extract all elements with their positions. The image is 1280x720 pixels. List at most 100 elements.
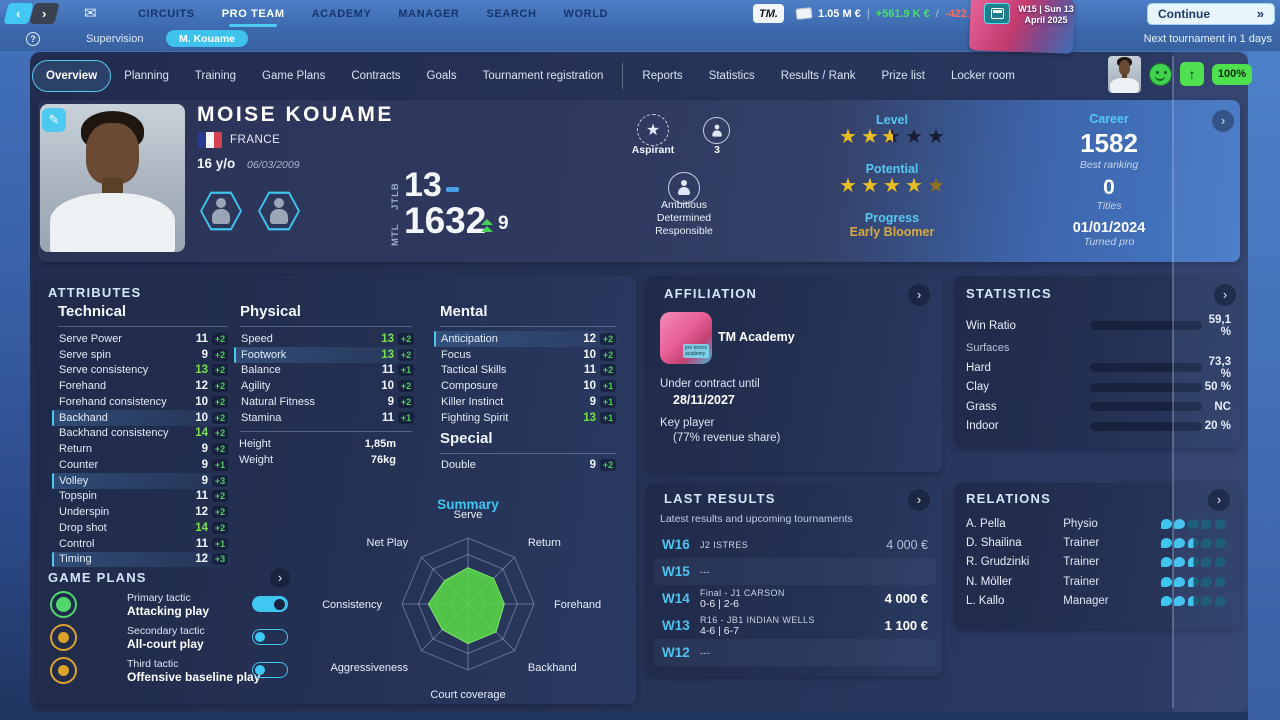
attribute-row[interactable]: Killer Instinct 9 +1 [434, 394, 618, 410]
surface-bar [1090, 421, 1202, 431]
attribute-row[interactable]: Anticipation 12 +2 [434, 331, 618, 347]
tab[interactable]: Tournament registration [482, 70, 604, 82]
tab[interactable]: Reports [642, 70, 683, 82]
relation-role: Physio [1063, 517, 1098, 530]
result-row[interactable]: W14 Final - J1 CARSON 0-6 | 2-6 4 000 € [654, 585, 936, 612]
calendar-button[interactable] [984, 3, 1010, 24]
tactic-toggle[interactable] [252, 596, 288, 612]
star-icon [859, 126, 881, 148]
nav-item[interactable]: WORLD [563, 7, 609, 20]
result-prize: 4 000 € [886, 537, 928, 552]
career-details-button[interactable] [1212, 110, 1234, 132]
nav-item[interactable]: MANAGER [398, 7, 460, 20]
tab[interactable]: Game Plans [262, 70, 326, 82]
nav-item[interactable]: ACADEMY [311, 7, 372, 20]
result-row[interactable]: W13 R16 - JB1 INDIAN WELLS 4-6 | 6-7 1 1… [654, 612, 936, 639]
summary-title: Summary [437, 497, 499, 512]
attribute-row[interactable]: Serve Power 11 +2 [52, 331, 230, 347]
tab[interactable]: Overview [32, 60, 112, 92]
relation-row[interactable]: A. Pella Physio [966, 514, 1228, 533]
attribute-value: 13 [381, 332, 394, 345]
relations-details-button[interactable] [1208, 489, 1230, 511]
result-row[interactable]: W16 J2 ISTRES 4 000 € [654, 531, 936, 558]
tactic-toggle[interactable] [252, 629, 288, 645]
nav-item[interactable]: SEARCH [486, 7, 537, 20]
attribute-row[interactable]: Forehand 12 +2 [52, 378, 230, 394]
status-label: Aspirant [631, 144, 675, 156]
edit-player-button[interactable] [42, 108, 66, 132]
history-forward-button[interactable]: › [29, 3, 60, 24]
personality-icon [668, 172, 700, 204]
affiliation-details-button[interactable] [908, 284, 930, 306]
attribute-row[interactable]: Tactical Skills 11 +2 [434, 363, 618, 379]
tab[interactable]: Contracts [351, 70, 401, 82]
tab[interactable]: Statistics [708, 70, 755, 82]
academy-name: TM Academy [718, 330, 795, 344]
chat-bubble-icon [1160, 557, 1172, 568]
attribute-row[interactable]: Serve spin 9 +2 [52, 347, 230, 363]
attribute-row[interactable]: Topspin 11 +2 [52, 489, 230, 505]
result-row[interactable]: W12 --- [654, 639, 936, 666]
relation-row[interactable]: L. Kallo Manager [966, 592, 1228, 611]
attribute-row[interactable]: Natural Fitness 9 +2 [234, 394, 416, 410]
chat-bubble-icon [1160, 538, 1172, 549]
attribute-row[interactable]: Control 11 +1 [52, 536, 230, 552]
tab[interactable]: Training [194, 70, 237, 82]
attribute-row[interactable]: Balance 11 +1 [234, 363, 416, 379]
statistics-details-button[interactable] [1214, 284, 1236, 306]
last-results-details-button[interactable] [908, 489, 930, 511]
relation-row[interactable]: N. Möller Trainer [966, 572, 1228, 591]
relation-row[interactable]: D. Shailina Trainer [966, 533, 1228, 552]
tab[interactable]: Prize list [881, 70, 925, 82]
back-icon: ‹ [16, 6, 21, 21]
photo-neck [102, 178, 123, 198]
tab[interactable]: Results / Rank [780, 70, 856, 82]
mail-icon[interactable]: ✉ [84, 5, 97, 22]
divider [240, 326, 412, 327]
tab[interactable]: Locker room [950, 70, 1015, 82]
attribute-row[interactable]: Composure 10 +1 [434, 378, 618, 394]
attribute-row[interactable]: Agility 10 +2 [234, 378, 416, 394]
attribute-label: Balance [241, 364, 281, 377]
attribute-bonus: +1 [212, 537, 228, 550]
attribute-row[interactable]: Drop shot 14 +2 [52, 520, 230, 536]
tactic-toggle[interactable] [252, 662, 288, 678]
result-row[interactable]: W15 --- [654, 558, 936, 585]
attribute-row[interactable]: Serve consistency 13 +2 [52, 363, 230, 379]
affiliation-panel [646, 276, 942, 472]
attribute-row[interactable]: Return 9 +2 [52, 441, 230, 457]
potential-stars [822, 175, 962, 197]
attribute-row[interactable]: Stamina 11 +1 [234, 410, 416, 426]
attribute-row[interactable]: Counter 9 +1 [52, 457, 230, 473]
tab[interactable]: Planning [124, 70, 169, 82]
mental-header: Mental [440, 303, 488, 320]
attribute-row[interactable]: Backhand consistency 14 +2 [52, 426, 230, 442]
tactic-tier-label: Secondary tactic [127, 624, 205, 637]
attribute-row[interactable]: Speed 13 +2 [234, 331, 416, 347]
calendar-icon [990, 8, 1004, 19]
tactic-row: Secondary tactic All-court play [40, 621, 300, 654]
attribute-value: 10 [381, 380, 394, 393]
attribute-row[interactable]: Focus 10 +2 [434, 347, 618, 363]
attribute-row[interactable]: Volley 9 +3 [52, 472, 230, 489]
supervision-tab[interactable]: Supervision [86, 33, 144, 45]
attribute-row[interactable]: Footwork 13 +2 [234, 346, 416, 363]
attribute-row[interactable]: Fighting Spirit 13 +1 [434, 410, 618, 426]
game-plans-details-button[interactable] [270, 568, 290, 588]
help-icon[interactable]: ? [26, 32, 40, 46]
attribute-row[interactable]: Double 9 +2 [434, 457, 618, 473]
attribute-bonus: +2 [600, 332, 616, 345]
academy-logo[interactable]: pro tennis academy [660, 312, 712, 364]
player-tab-pill[interactable]: M. Kouame [166, 30, 248, 47]
relation-row[interactable]: R. Grudzinki Trainer [966, 553, 1228, 572]
mini-avatar[interactable] [1108, 55, 1141, 93]
nav-item[interactable]: CIRCUITS [138, 7, 195, 20]
nav-item[interactable]: PRO TEAM [221, 7, 285, 27]
continue-button[interactable]: Continue [1147, 3, 1275, 25]
tab[interactable]: Goals [426, 70, 457, 82]
revenue-share: (77% revenue share) [673, 432, 781, 444]
attribute-row[interactable]: Backhand 10 +2 [52, 409, 230, 426]
attribute-row[interactable]: Forehand consistency 10 +2 [52, 394, 230, 410]
attribute-row[interactable]: Timing 12 +3 [52, 551, 230, 568]
attribute-row[interactable]: Underspin 12 +2 [52, 504, 230, 520]
